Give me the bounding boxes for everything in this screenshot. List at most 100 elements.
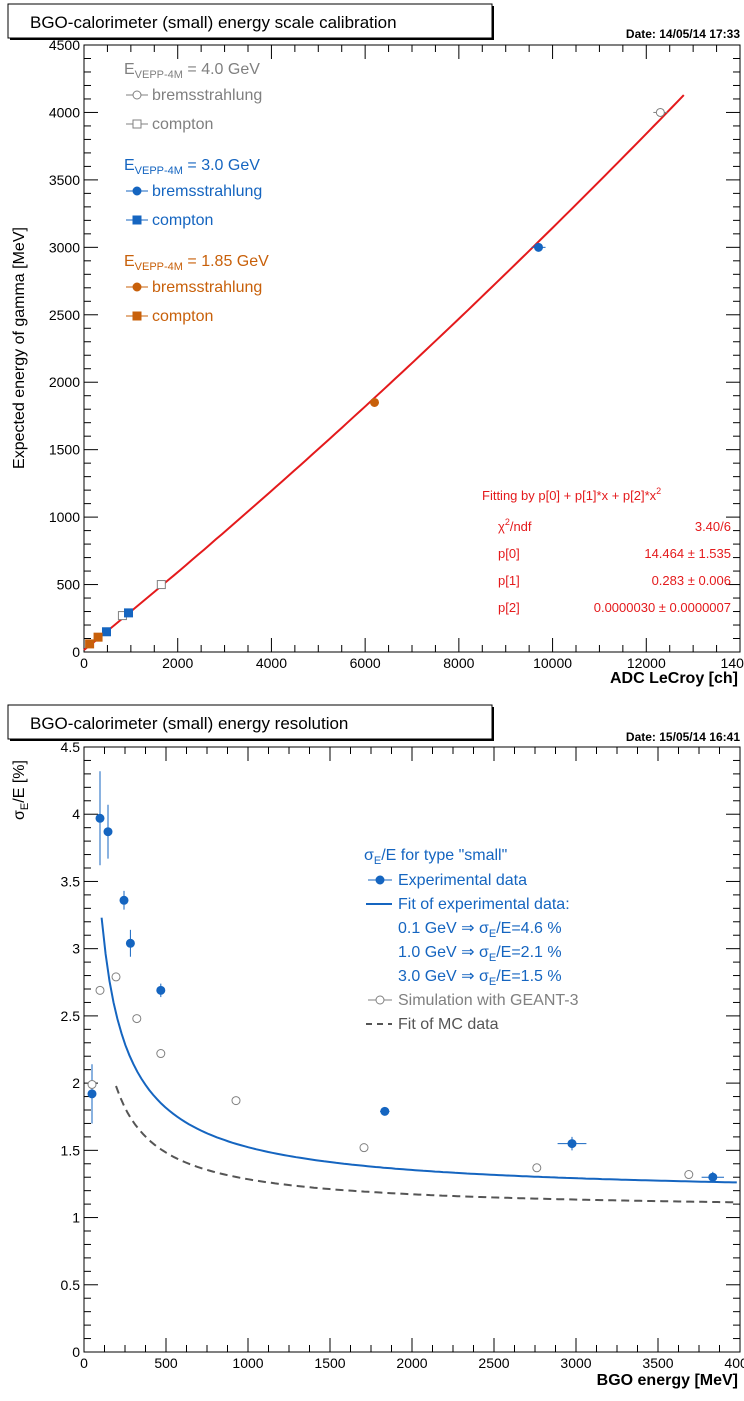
legend-marker	[132, 90, 142, 100]
data-point	[85, 639, 95, 649]
data-point	[93, 632, 103, 642]
data-point	[95, 985, 105, 995]
bottom-fit-curves	[100, 917, 737, 1204]
legend-marker	[375, 875, 385, 885]
data-point	[567, 1139, 577, 1149]
top-xtick-label: 14000	[721, 655, 744, 671]
legend-label: Fit of experimental data:	[398, 896, 570, 913]
data-point	[655, 107, 665, 117]
bottom-ytick-label: 4.5	[61, 739, 81, 755]
calibration-fit-line	[83, 94, 685, 651]
exp-fit-line	[100, 917, 737, 1184]
legend-label: Simulation with GEANT-3	[398, 992, 579, 1009]
data-point	[370, 397, 380, 407]
legend-marker	[132, 215, 142, 225]
top-axes: 0 2000 4000 6000 8000 10000 12000 14000 0 500 1000…	[49, 37, 744, 671]
top-xtick-label: 8000	[443, 655, 474, 671]
top-legend: EVEPP-4M = 4.0 GeV bremsstrahlung compton E…	[124, 61, 269, 325]
legend-label: compton	[152, 116, 213, 133]
top-xtick-label: 0	[80, 655, 88, 671]
bottom-xtick-label: 1500	[314, 1355, 345, 1371]
fit-param-name: p[1]	[498, 573, 520, 588]
data-point	[87, 1089, 97, 1099]
legend-label: 3.0 GeV ⇒ σE/E=1.5 %	[398, 968, 562, 988]
top-fit-curve	[83, 94, 685, 651]
legend-label: 1.0 GeV ⇒ σE/E=2.1 %	[398, 944, 562, 964]
top-ytick-label: 4000	[49, 104, 80, 120]
top-title: BGO-calorimeter (small) energy scale cal…	[30, 13, 397, 32]
legend-label: compton	[152, 308, 213, 325]
data-point	[534, 242, 544, 252]
bottom-ytick-label: 0	[72, 1344, 80, 1360]
legend-marker	[132, 311, 142, 321]
legend-marker	[132, 186, 142, 196]
fit-param-name: p[2]	[498, 600, 520, 615]
top-fit-box: Fitting by p[0] + p[1]*x + p[2]*x2 χ2/ndf…	[482, 486, 731, 615]
legend-label: Fit of MC data	[398, 1016, 499, 1033]
bottom-title-box	[7, 704, 493, 740]
data-point	[119, 895, 129, 905]
top-title-box	[7, 3, 493, 39]
top-ytick-label: 2000	[49, 374, 80, 390]
data-point	[684, 1170, 694, 1180]
bottom-ytick-label: 3	[72, 941, 80, 957]
top-panel: BGO-calorimeter (small) energy scale cal…	[7, 3, 744, 687]
fit-title: Fitting by p[0] + p[1]*x + p[2]*x2	[482, 486, 661, 503]
bottom-y-axis-label: σE/E [%]	[11, 760, 31, 820]
data-point	[103, 827, 113, 837]
legend-label: bremsstrahlung	[152, 183, 262, 200]
top-xtick-label: 4000	[256, 655, 287, 671]
data-point	[231, 1096, 241, 1106]
top-ytick-label: 500	[57, 577, 81, 593]
bottom-xtick-label: 2000	[396, 1355, 427, 1371]
top-xtick-label: 2000	[162, 655, 193, 671]
data-point	[132, 1014, 142, 1024]
bottom-frame	[83, 746, 741, 1353]
top-xtick-label: 12000	[627, 655, 666, 671]
bottom-xtick-label: 3000	[560, 1355, 591, 1371]
bottom-ytick-label: 2	[72, 1075, 80, 1091]
bottom-axes: 0 500 1000 1500 2000 2500 3000 3500 4000 0 0.5 1 1.5…	[61, 739, 744, 1371]
data-point	[708, 1172, 718, 1182]
bottom-ytick-label: 4	[72, 806, 80, 822]
top-ytick-label: 3500	[49, 172, 80, 188]
fit-param-value: 0.0000030 ± 0.0000007	[594, 600, 731, 615]
bottom-ytick-label: 1	[72, 1210, 80, 1226]
data-point	[532, 1163, 542, 1173]
top-ytick-label: 4500	[49, 37, 80, 53]
top-xtick-label: 10000	[533, 655, 572, 671]
legend-marker	[375, 995, 385, 1005]
top-ytick-label: 0	[72, 644, 80, 660]
data-point	[156, 1049, 166, 1059]
bottom-panel: BGO-calorimeter (small) energy resolutio…	[7, 704, 744, 1389]
fit-param-value: 14.464 ± 1.535	[644, 546, 731, 561]
bottom-x-axis-label: BGO energy [MeV]	[597, 1372, 738, 1389]
data-point	[125, 938, 135, 948]
bottom-xtick-label: 1000	[232, 1355, 263, 1371]
bottom-legend: σE/E for type "small" Experimental data Fi…	[364, 847, 579, 1033]
mc-fit-line	[115, 1085, 737, 1204]
fit-param-value: 0.283 ± 0.006	[652, 573, 731, 588]
legend-header: EVEPP-4M = 1.85 GeV	[124, 253, 269, 273]
bottom-ytick-label: 0.5	[61, 1277, 81, 1293]
bottom-title: BGO-calorimeter (small) energy resolutio…	[30, 714, 348, 733]
data-point	[87, 1079, 97, 1089]
data-point	[156, 580, 166, 590]
legend-label: bremsstrahlung	[152, 87, 262, 104]
legend-marker	[132, 119, 142, 129]
bottom-ytick-label: 1.5	[61, 1142, 81, 1158]
legend-marker	[132, 282, 142, 292]
bottom-ytick-label: 2.5	[61, 1008, 81, 1024]
fit-param-name: χ2/ndf	[498, 517, 532, 534]
top-ytick-label: 1000	[49, 509, 80, 525]
bottom-xtick-label: 500	[154, 1355, 178, 1371]
data-point	[101, 627, 111, 637]
legend-label: 0.1 GeV ⇒ σE/E=4.6 %	[398, 920, 562, 940]
legend-header: EVEPP-4M = 3.0 GeV	[124, 157, 260, 177]
bottom-xtick-label: 0	[80, 1355, 88, 1371]
data-point	[156, 985, 166, 995]
top-x-axis-label: ADC LeCroy [ch]	[610, 670, 738, 687]
bottom-xtick-label: 3500	[642, 1355, 673, 1371]
